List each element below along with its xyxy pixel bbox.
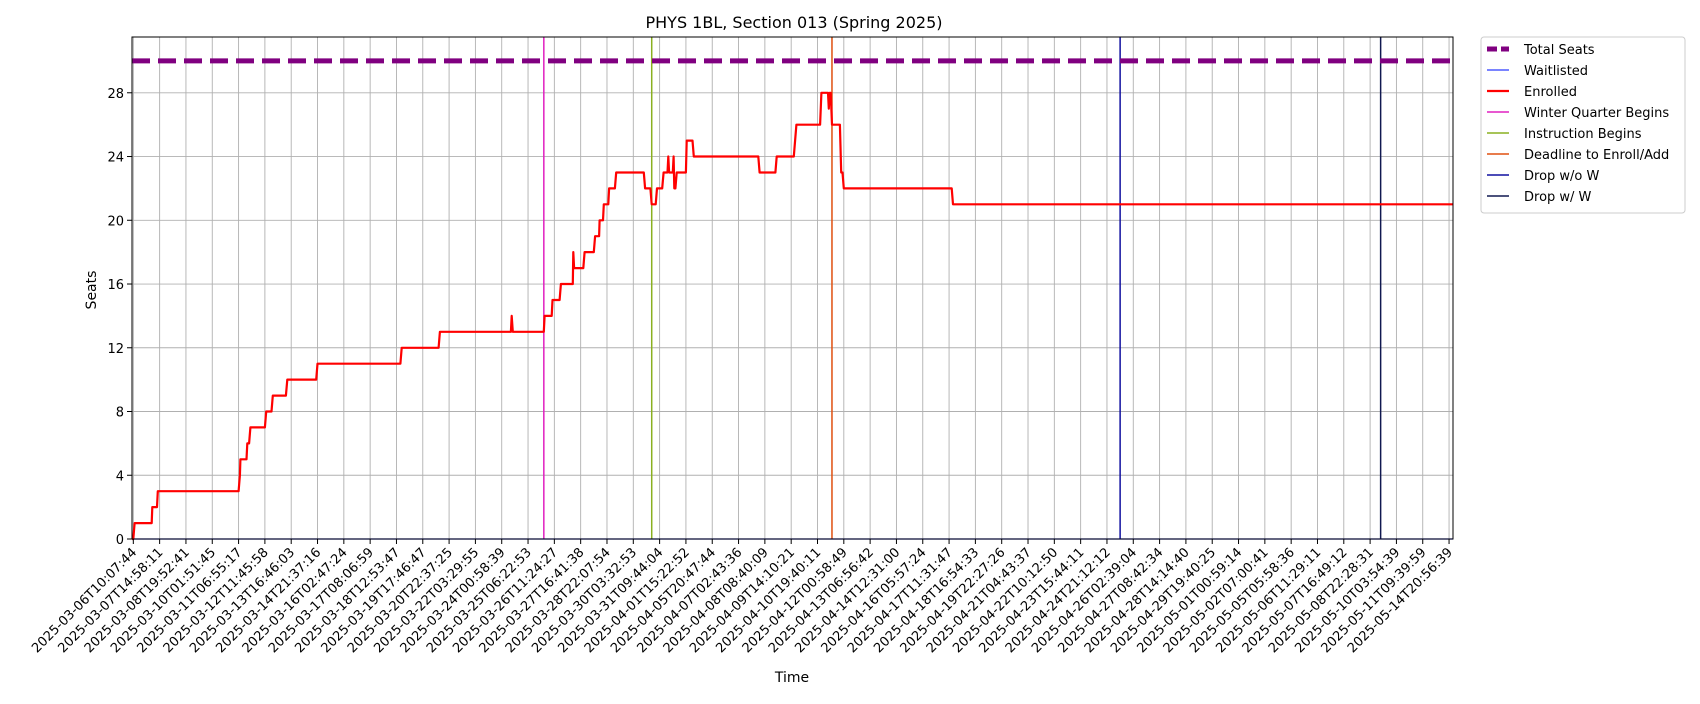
y-tick-label: 0 — [116, 533, 124, 548]
y-tick-label: 8 — [116, 406, 124, 421]
legend: Total Seats Waitlisted Enrolled Winter Quar… — [1480, 36, 1686, 214]
y-tick-label: 16 — [107, 278, 124, 293]
legend-label: Enrolled — [1524, 85, 1577, 100]
y-tick-label: 24 — [107, 151, 124, 166]
y-axis-label: Seats — [84, 271, 100, 310]
series-lines — [132, 58, 1453, 541]
legend-label: Total Seats — [1523, 43, 1595, 58]
y-tick-label: 28 — [107, 87, 124, 102]
series-line — [132, 91, 1453, 541]
legend-label: Instruction Begins — [1524, 127, 1642, 142]
chart-title: PHYS 1BL, Section 013 (Spring 2025) — [645, 13, 942, 32]
legend-label: Deadline to Enroll/Add — [1524, 148, 1669, 163]
x-axis-ticks: 2025-03-06T10:07:442025-03-07T14:58:1120… — [29, 539, 1456, 656]
legend-label: Drop w/ W — [1524, 190, 1592, 205]
grid-layer — [132, 37, 1453, 540]
y-tick-label: 4 — [116, 469, 124, 484]
legend-label: Waitlisted — [1524, 64, 1588, 79]
legend-label: Drop w/o W — [1524, 169, 1600, 184]
legend-box — [1480, 36, 1686, 214]
y-axis-ticks: 0 4 8 12 16 20 24 28 — [107, 87, 132, 548]
plot-frame — [131, 36, 1454, 540]
legend-label: Winter Quarter Begins — [1524, 106, 1669, 121]
x-axis-label: Time — [774, 670, 809, 686]
event-lines — [543, 37, 1382, 539]
y-tick-label: 12 — [107, 342, 124, 357]
y-tick-label: 20 — [107, 214, 124, 229]
